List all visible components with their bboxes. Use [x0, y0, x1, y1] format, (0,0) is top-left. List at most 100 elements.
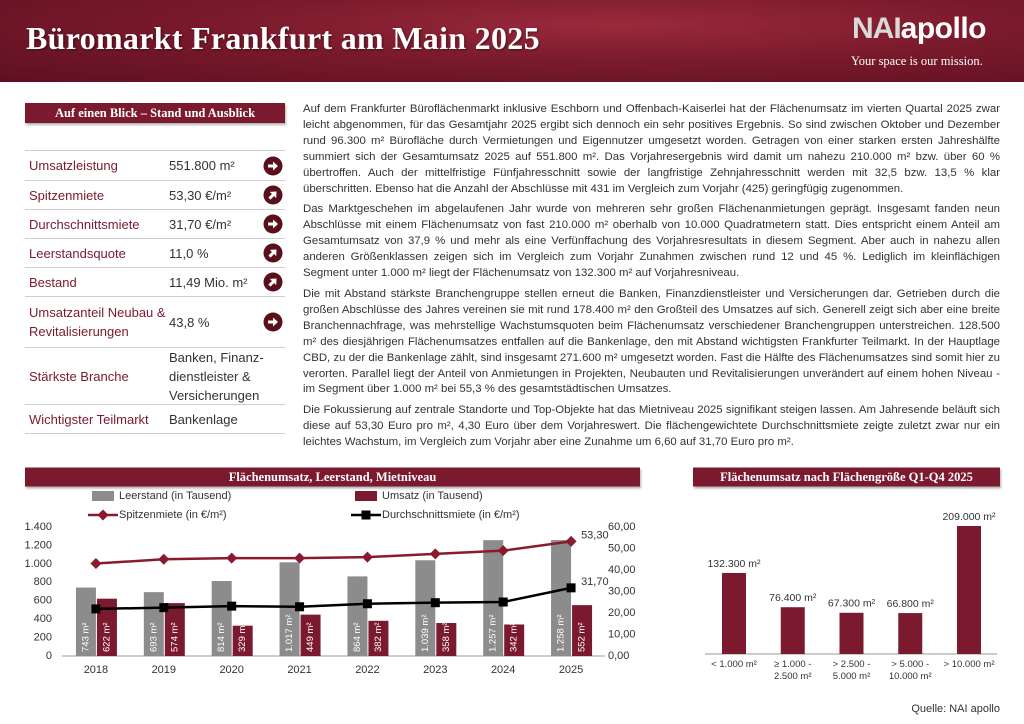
x-tick-label: > 5.000 - 10.000 m² [888, 659, 932, 682]
bar-label: 1.258 m² [556, 615, 567, 653]
point [362, 599, 372, 609]
sidebar-title: Auf einen Blick – Stand und Ausblick [25, 103, 285, 123]
trend-arrow [263, 185, 283, 205]
label: Spitzenmiete [29, 187, 105, 203]
bar [722, 572, 746, 654]
y-tick-label: 1.000 [24, 558, 52, 570]
data-label: 209.000 m² [942, 511, 996, 523]
bar [164, 603, 185, 656]
bar [300, 614, 321, 656]
legend-swatch [92, 491, 114, 501]
trend-arrow [263, 156, 283, 175]
bar-label: 449 m² [305, 622, 316, 652]
bar [898, 613, 923, 654]
bar [483, 540, 504, 656]
line [95, 540, 572, 565]
point [566, 583, 576, 593]
bar-label: 382 m² [373, 622, 384, 652]
bar [415, 560, 436, 656]
trend-arrow [263, 214, 283, 234]
point [226, 552, 238, 564]
trend-arrow [263, 243, 283, 263]
bar [436, 623, 457, 656]
bar-label: 1.039 m² [420, 615, 431, 653]
legend-label: Spitzenmiete (in €/m²) [119, 509, 227, 521]
logo-brand: apollo [900, 12, 987, 45]
x-tick-label: 2025 [559, 664, 583, 676]
x-tick-label: > 10.000 m² [943, 659, 995, 670]
chart-header [693, 467, 1000, 487]
bar-label: 358 m² [441, 622, 452, 652]
y2-tick-label: 20,00 [608, 607, 636, 619]
legend-marker [97, 509, 109, 521]
bar-label: 329 m² [237, 622, 248, 652]
x-tick-label: 2022 [355, 664, 379, 676]
x-tick-label: > 2.500 - 5.000 m² [832, 659, 871, 682]
data-label: 132.300 m² [707, 558, 761, 570]
label: Umsatzleistung [29, 158, 118, 173]
bar [504, 624, 525, 656]
x-tick-label: 2024 [491, 664, 515, 676]
logo-brand: NAI [852, 12, 902, 45]
bar-label: 574 m² [169, 622, 180, 652]
value: Banken, Finanz-dienstleister & Versicher… [169, 349, 264, 403]
bar-label: 743 m² [80, 622, 91, 652]
bar [839, 612, 864, 654]
data-label: 67.300 m² [828, 598, 876, 610]
y2-tick-label: 50,00 [608, 542, 636, 554]
row: Leerstandsquote 11,0 % [25, 239, 285, 268]
data-label: 76.400 m² [769, 592, 817, 604]
row: Bestand 11,49 Mio. m² [25, 268, 285, 297]
value: 11,0 % [169, 245, 209, 261]
point [90, 558, 102, 570]
data-label: 53,30 [581, 529, 609, 541]
point [565, 535, 577, 547]
row: Umsatzanteil Neubau & Revitalisierungen 4… [25, 297, 285, 348]
header: Büromarkt Frankfurt am Main 2025 NAIapol… [0, 0, 1024, 82]
chart-title: Flächenumsatz, Leerstand, Mietniveau [229, 470, 437, 484]
point [158, 553, 170, 565]
bar [96, 598, 117, 656]
trend-arrow [263, 272, 283, 292]
label: Stärkste Branche [29, 368, 129, 384]
y-tick-label: 600 [34, 595, 52, 607]
point [430, 598, 440, 608]
point [361, 551, 373, 563]
row: Spitzenmiete 53,30 €/m² [25, 181, 285, 210]
value: 43,8 % [169, 314, 210, 330]
value: 551.800 m² [169, 158, 235, 173]
point [294, 552, 306, 564]
x-tick-label: ≥ 1.000 - 2.500 m² [774, 659, 812, 682]
y-tick-label: 1.400 [24, 521, 52, 533]
paragraph: Die Fokussierung auf zentrale Standorte … [303, 404, 1000, 449]
bar [957, 526, 981, 654]
label: Leerstandsquote [29, 245, 126, 261]
bar [211, 580, 232, 656]
value: 53,30 €/m² [169, 187, 232, 203]
key-figures: Umsatzleistung 551.800 m² Spitzenmiete 53,… [25, 150, 285, 434]
point [295, 602, 305, 612]
legend-swatch [355, 491, 377, 501]
chart-title: Flächenumsatz nach Flächengröße Q1-Q4 20… [720, 470, 973, 484]
bar [780, 607, 805, 654]
logo: NAIapollo [852, 12, 987, 46]
bar [347, 576, 368, 656]
value: 11,49 Mio. m² [169, 274, 248, 290]
line [95, 586, 572, 611]
x-tick-label: 2021 [287, 664, 311, 676]
row: Wichtigster Teilmarkt Bankenlage [25, 405, 285, 434]
row: Durchschnittsmiete 31,70 €/m² [25, 210, 285, 239]
bar-label: 1.017 m² [284, 615, 295, 653]
legend-label: Durchschnittsmiete (in €/m²) [382, 509, 520, 521]
bar [368, 620, 389, 656]
label: Bestand [29, 274, 77, 290]
point [159, 603, 169, 613]
y2-tick-label: 30,00 [608, 585, 636, 597]
y2-tick-label: 0,00 [608, 650, 629, 662]
legend-marker [361, 510, 371, 520]
y2-tick-label: 40,00 [608, 564, 636, 576]
legend-label: Umsatz (in Tausend) [382, 490, 483, 502]
y-tick-label: 800 [34, 576, 52, 588]
